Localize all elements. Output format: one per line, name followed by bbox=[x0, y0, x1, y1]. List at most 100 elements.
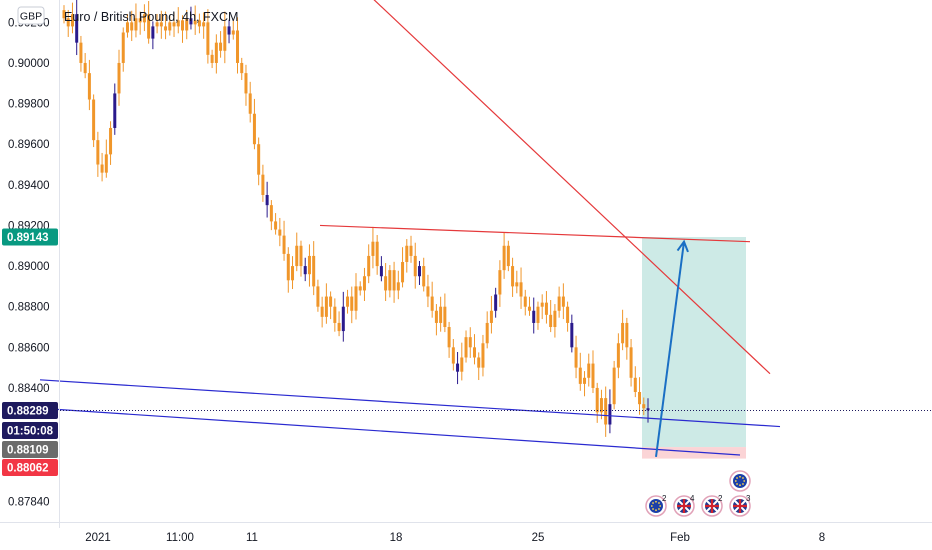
candle-body bbox=[291, 266, 295, 281]
candle-body bbox=[536, 306, 540, 323]
economic-events[interactable]: 2 4 2 3 bbox=[645, 470, 751, 517]
candle-body bbox=[434, 310, 438, 323]
candle-body bbox=[109, 127, 113, 155]
eu-flag-icon[interactable] bbox=[729, 470, 751, 492]
candle-body bbox=[405, 245, 409, 263]
eu-star bbox=[658, 508, 660, 510]
event-count: 3 bbox=[746, 494, 751, 503]
candle-body bbox=[523, 296, 527, 307]
candle-body bbox=[485, 322, 489, 344]
candle-body bbox=[422, 266, 426, 287]
candle-body bbox=[544, 302, 548, 315]
candle-body bbox=[646, 408, 650, 411]
svg-text:0.88062: 0.88062 bbox=[7, 462, 49, 474]
candle-body bbox=[257, 144, 261, 175]
candle-body bbox=[282, 235, 286, 254]
price-tick-label: 0.89400 bbox=[8, 180, 50, 192]
candle-body bbox=[151, 26, 155, 39]
candle-body bbox=[502, 245, 506, 271]
trendline[interactable] bbox=[39, 407, 741, 456]
svg-text:0.88289: 0.88289 bbox=[7, 405, 49, 417]
candle-body bbox=[367, 255, 371, 277]
time-tick-label: 11 bbox=[246, 532, 258, 544]
symbol-title[interactable]: Euro / British Pound, 4h, FXCM bbox=[64, 10, 238, 24]
price-tick-label: 0.88600 bbox=[8, 342, 50, 354]
candle-body bbox=[236, 30, 240, 63]
arrow-shaft[interactable] bbox=[655, 241, 685, 458]
candle-body bbox=[557, 296, 561, 311]
candle-body bbox=[595, 387, 599, 413]
currency-box[interactable] bbox=[17, 6, 45, 25]
arrow-head[interactable] bbox=[676, 239, 689, 253]
candle-body bbox=[193, 20, 197, 25]
candle-body bbox=[426, 286, 430, 297]
candle-body bbox=[468, 337, 472, 348]
price-tick-label: 0.88400 bbox=[8, 383, 50, 395]
uk-flag-icon[interactable]: 3 bbox=[729, 494, 751, 517]
eu-star bbox=[739, 484, 741, 487]
candle-body bbox=[333, 306, 337, 323]
candle-body bbox=[121, 32, 125, 63]
candle-body bbox=[168, 22, 172, 31]
candle-body bbox=[202, 22, 206, 27]
candle-body bbox=[66, 18, 70, 27]
candle-body bbox=[223, 26, 227, 51]
projection-arrow[interactable] bbox=[655, 239, 689, 458]
candle-body bbox=[456, 363, 460, 372]
candle-body bbox=[96, 140, 100, 165]
candle-body bbox=[447, 327, 451, 348]
eu-star bbox=[739, 475, 741, 478]
candle-body bbox=[75, 14, 79, 43]
trendlines-layer[interactable] bbox=[39, 0, 781, 456]
candle-body bbox=[362, 276, 366, 291]
candle-body bbox=[299, 245, 303, 267]
candle-body bbox=[439, 306, 443, 323]
candle-body bbox=[159, 22, 163, 27]
candle-body bbox=[511, 266, 515, 287]
candle-body bbox=[83, 62, 87, 74]
candle-body bbox=[337, 322, 341, 332]
candle-body bbox=[409, 245, 413, 256]
candle-body bbox=[443, 306, 447, 328]
candle-body bbox=[464, 337, 468, 358]
candle-body bbox=[396, 282, 400, 291]
trendline[interactable] bbox=[319, 224, 751, 243]
candle-body bbox=[307, 255, 311, 275]
candle-body bbox=[219, 42, 223, 51]
position-tool[interactable] bbox=[642, 237, 746, 459]
stop-zone[interactable] bbox=[642, 447, 746, 459]
candle-body bbox=[633, 377, 637, 393]
candle-body bbox=[79, 42, 83, 63]
trendline[interactable] bbox=[370, 0, 771, 375]
time-axis[interactable]: 2021 11:00 11 18 25 Feb 8 bbox=[85, 532, 825, 544]
eu-star bbox=[650, 505, 653, 507]
uk-flag-icon[interactable]: 4 bbox=[673, 494, 695, 517]
candle-body bbox=[100, 164, 104, 173]
candle-body bbox=[354, 286, 358, 311]
candle-body bbox=[316, 286, 320, 307]
candle-body bbox=[566, 306, 570, 323]
candle-body bbox=[498, 270, 502, 295]
eu-flag-icon[interactable]: 2 bbox=[645, 494, 667, 517]
eu-star bbox=[655, 500, 657, 503]
stop-price-tag: 0.88062 bbox=[2, 458, 58, 476]
candle-body bbox=[278, 229, 282, 236]
price-tick-label: 0.87840 bbox=[8, 497, 50, 509]
target-zone[interactable] bbox=[642, 237, 746, 448]
entry-price-tag: 0.88109 bbox=[2, 440, 58, 458]
trendline[interactable] bbox=[39, 379, 781, 428]
candle-body bbox=[104, 154, 108, 173]
candle-body bbox=[125, 22, 129, 33]
candle-body bbox=[375, 241, 379, 267]
price-tick-label: 0.89000 bbox=[8, 261, 50, 273]
price-tick-label: 0.89600 bbox=[8, 139, 50, 151]
candle-body bbox=[134, 18, 138, 31]
candle-body bbox=[616, 343, 620, 368]
candle-body bbox=[570, 322, 574, 348]
eu-star bbox=[742, 477, 744, 479]
candle-body bbox=[206, 22, 210, 55]
candle-body bbox=[506, 245, 510, 267]
uk-flag-icon[interactable]: 2 bbox=[701, 494, 723, 517]
eu-star bbox=[734, 480, 737, 482]
